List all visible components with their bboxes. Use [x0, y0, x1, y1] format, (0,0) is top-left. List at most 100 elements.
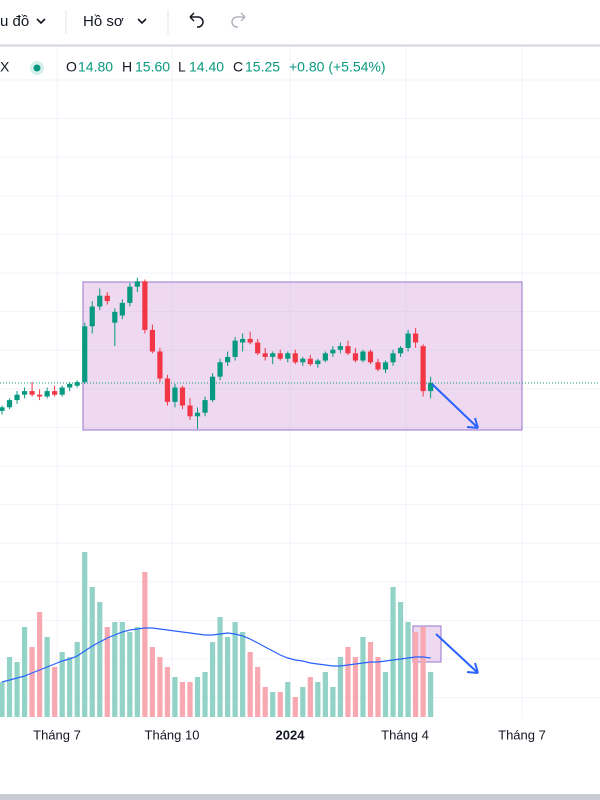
volume-bar — [127, 632, 133, 717]
volume-bar — [149, 647, 155, 717]
candle-body — [255, 342, 261, 354]
x-tick-label: Tháng 10 — [145, 727, 200, 742]
volume-bar — [29, 647, 35, 717]
volume-bar — [382, 672, 389, 717]
bottom-bar — [0, 794, 600, 800]
candle-body — [82, 326, 88, 383]
volume-bar — [352, 657, 359, 717]
candle-body — [74, 382, 80, 386]
arrow-drawing[interactable] — [431, 383, 479, 429]
volume-bar — [405, 622, 411, 717]
chevron[interactable] — [137, 18, 147, 25]
volume-bar — [119, 622, 125, 717]
candle-body — [240, 338, 246, 343]
volume-bar — [134, 627, 140, 717]
volume-bar — [97, 602, 103, 717]
candle-body — [375, 362, 381, 370]
volume-bar — [375, 657, 381, 717]
candle-body — [300, 358, 306, 363]
legend-label: O — [66, 59, 77, 75]
candle-body — [315, 360, 321, 365]
candle-body — [270, 353, 276, 357]
volume-bar — [420, 627, 426, 717]
volume-bar — [209, 642, 216, 717]
candle-body — [119, 302, 125, 316]
volume-bar — [255, 667, 261, 717]
volume-ma-line — [1, 627, 431, 683]
symbol: X — [0, 59, 10, 75]
arrow-drawing[interactable] — [435, 633, 479, 674]
volume-bar — [89, 587, 95, 717]
rectangle-drawing[interactable] — [82, 281, 523, 431]
candle-body — [225, 356, 231, 363]
candle-body — [14, 394, 20, 401]
volume-bar — [232, 622, 238, 717]
candle-body — [202, 400, 208, 413]
candle-body — [420, 346, 426, 392]
candle-body — [97, 295, 103, 307]
volume-bar — [52, 667, 58, 717]
volume-bar — [67, 657, 73, 717]
volume-bar — [345, 647, 351, 717]
toolbar — [0, 0, 600, 45]
volume-bar — [315, 682, 321, 717]
chevron[interactable] — [36, 18, 46, 25]
volume-bar — [59, 652, 65, 717]
candle-body — [337, 346, 343, 350]
x-tick-label: Tháng 7 — [33, 727, 81, 742]
volume-bar — [82, 552, 88, 717]
candle-body — [232, 340, 238, 357]
volume-bar — [6, 657, 13, 717]
status-dot — [33, 64, 41, 72]
candle-body — [209, 376, 216, 401]
candle-body — [247, 338, 253, 343]
candle-body — [142, 281, 148, 330]
candle-body — [52, 391, 58, 395]
x-tick-label: Tháng 4 — [381, 727, 429, 742]
candle-body — [360, 351, 366, 361]
volume-bar — [307, 677, 313, 717]
candle-body — [277, 353, 283, 359]
candle-body — [217, 362, 223, 377]
chart-menu[interactable]: u đồ — [0, 13, 29, 30]
volume-bar — [247, 652, 253, 717]
candle-body — [292, 353, 298, 363]
redo-button[interactable] — [231, 12, 246, 28]
volume-bar — [262, 687, 268, 717]
volume-bar — [240, 632, 246, 717]
plot — [0, 277, 600, 717]
candle-body — [413, 333, 419, 343]
legend-label: H — [122, 59, 132, 75]
undo-button[interactable] — [189, 12, 204, 28]
profile-menu[interactable]: Hồ sơ — [83, 13, 124, 30]
volume-bar — [202, 672, 208, 717]
volume-bar — [390, 587, 396, 717]
candle-body — [157, 351, 163, 379]
candle-body — [367, 351, 374, 363]
volume-bar — [172, 677, 178, 717]
candle-body — [112, 311, 118, 323]
candle-body — [428, 383, 434, 392]
candle-body — [164, 378, 171, 402]
candle-body — [67, 383, 73, 388]
volume-bar — [285, 682, 291, 717]
volume-bar — [179, 682, 186, 717]
volume-bar — [217, 617, 223, 717]
candle-body — [330, 349, 336, 354]
volume-bar — [44, 637, 50, 717]
legend-value: 15.25 — [245, 59, 280, 75]
candle-body — [322, 353, 328, 361]
x-tick-label: Tháng 7 — [498, 727, 546, 742]
candle-body — [285, 353, 291, 359]
volume-bar — [37, 612, 43, 717]
candle-body — [187, 405, 193, 417]
volume-bar — [360, 637, 366, 717]
candle-body — [21, 391, 28, 395]
legend-value: 14.40 — [189, 59, 224, 75]
volume-bar — [337, 657, 343, 717]
volume-bar — [300, 687, 306, 717]
candle-body — [262, 353, 268, 357]
volume-bar — [367, 642, 374, 717]
volume-bar — [112, 622, 118, 717]
